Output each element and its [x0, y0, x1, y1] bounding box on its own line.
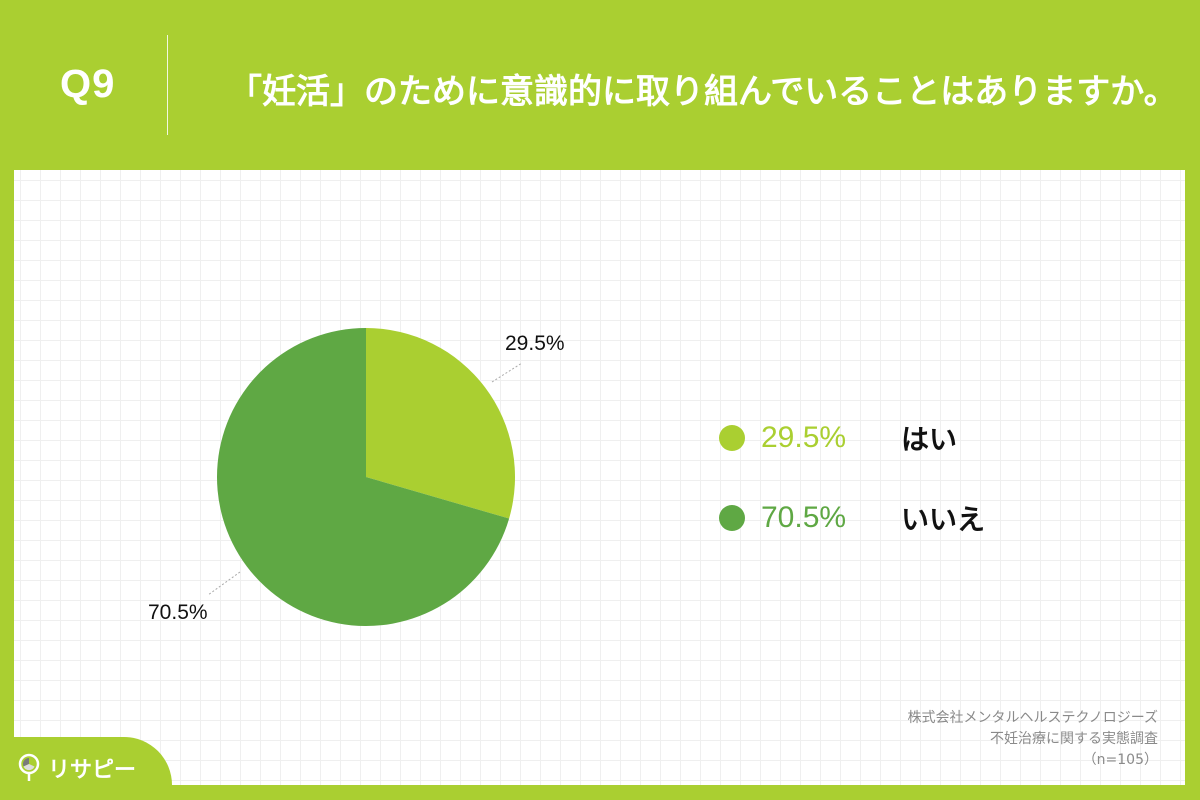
source-note: 株式会社メンタルヘルステクノロジーズ 不妊治療に関する実態調査 （n=105）: [908, 708, 1158, 771]
header-divider: [167, 35, 168, 135]
pie-label-no: 70.5%: [148, 601, 208, 624]
legend-label: はい: [901, 423, 958, 456]
legend-label: いいえ: [901, 503, 986, 536]
pie-slice-no: [217, 328, 510, 626]
legend-dot-icon: [719, 505, 745, 531]
header: Q9 「妊活」のために意識的に取り組んでいることはありますか。: [0, 0, 1200, 170]
question-number: Q9: [60, 62, 116, 106]
pie-slice-yes: [366, 328, 516, 519]
leader-line-yes: [491, 362, 523, 383]
pie-label-yes: 29.5%: [505, 332, 565, 355]
source-survey: 不妊治療に関する実態調査: [990, 731, 1158, 747]
pie-slices: [217, 328, 516, 626]
legend-pct: 29.5%: [761, 421, 847, 454]
source-company: 株式会社メンタルヘルステクノロジーズ: [907, 710, 1158, 726]
legend-item-yes: 29.5% はい: [719, 418, 957, 458]
question-title: 「妊活」のために意識的に取り組んでいることはありますか。: [228, 72, 1178, 112]
legend-item-no: 70.5% いいえ: [719, 498, 985, 538]
magnifier-pie-icon: [18, 753, 40, 781]
source-sample-size: （n=105）: [1082, 752, 1158, 768]
leader-line-no: [207, 571, 241, 596]
legend-pct: 70.5%: [761, 501, 847, 534]
chart-panel: [14, 170, 1185, 785]
brand-logo: リサピー: [18, 752, 136, 784]
logo-text: リサピー: [48, 758, 137, 783]
legend-dot-icon: [719, 425, 745, 451]
